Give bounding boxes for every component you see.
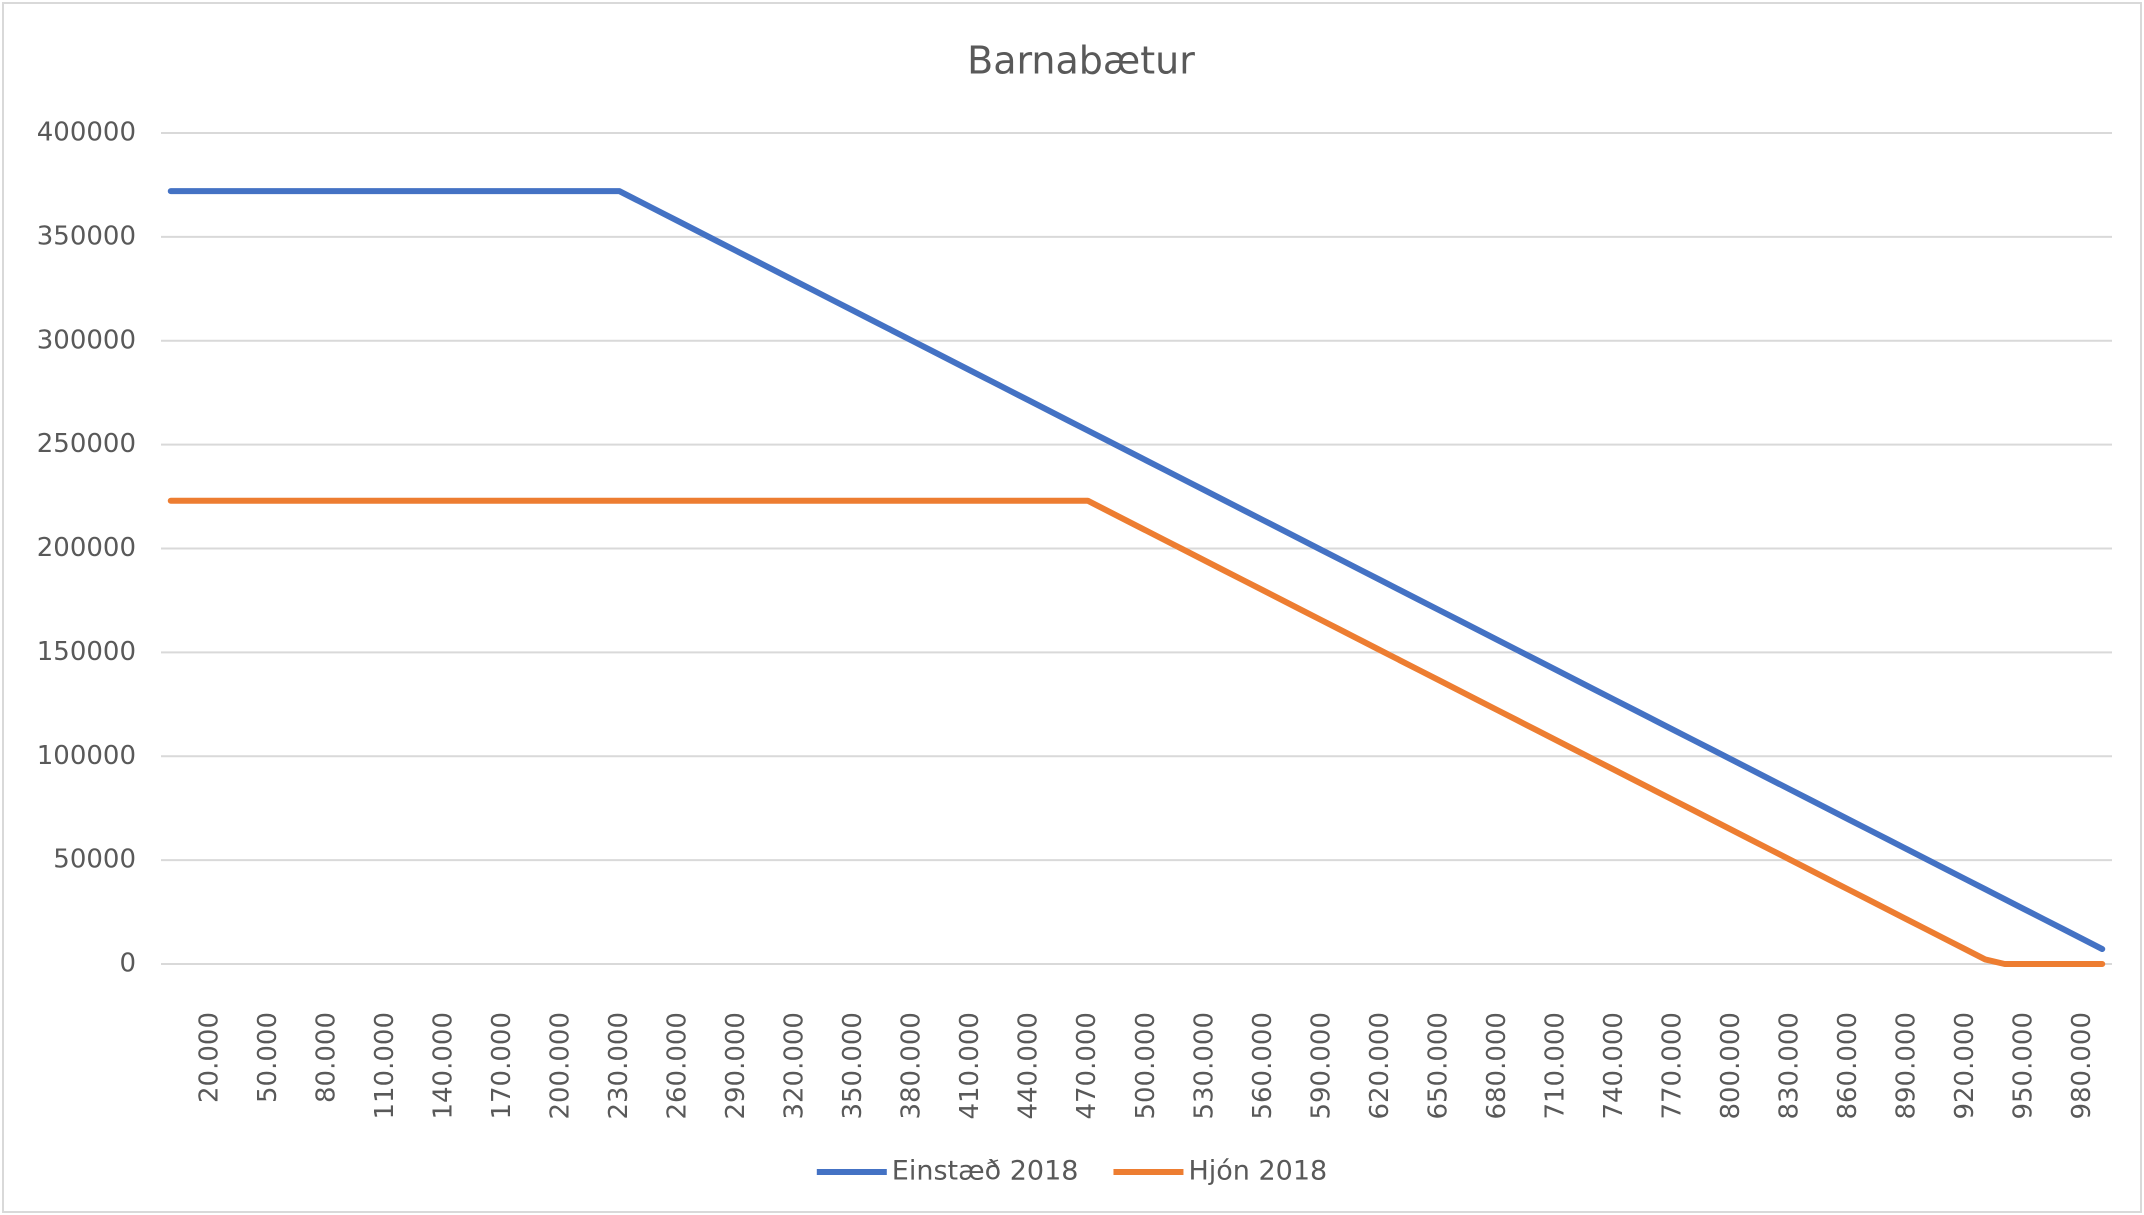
x-tick-label: 890.000 [1892, 1012, 1922, 1120]
x-tick-label: 770.000 [1658, 1012, 1688, 1120]
x-tick-label: 230.000 [604, 1012, 634, 1120]
series-line [167, 188, 2106, 953]
y-tick-label: 200000 [37, 533, 136, 563]
y-tick-label: 300000 [37, 325, 136, 355]
x-tick-label: 50.000 [253, 1012, 283, 1103]
y-tick-label: 150000 [37, 637, 136, 667]
x-tick-label: 260.000 [663, 1012, 693, 1120]
x-tick-label: 500.000 [1131, 1012, 1161, 1120]
x-tick-label: 620.000 [1365, 1012, 1395, 1120]
y-tick-label: 250000 [37, 429, 136, 459]
x-tick-label: 290.000 [721, 1012, 751, 1120]
x-tick-label: 170.000 [487, 1012, 517, 1120]
x-tick-label: 590.000 [1306, 1012, 1336, 1120]
x-tick-label: 470.000 [1072, 1012, 1102, 1120]
x-tick-label: 680.000 [1482, 1012, 1512, 1120]
x-tick-label: 350.000 [838, 1012, 868, 1120]
x-tick-label: 950.000 [2009, 1012, 2039, 1120]
x-tick-label: 110.000 [370, 1012, 400, 1120]
x-tick-label: 530.000 [1189, 1012, 1219, 1120]
x-tick-label: 440.000 [1014, 1012, 1044, 1120]
y-tick-label: 350000 [37, 221, 136, 251]
x-tick-label: 650.000 [1423, 1012, 1453, 1120]
chart-title: Barnabætur [967, 39, 1195, 83]
series-line [167, 497, 2106, 967]
x-tick-label: 860.000 [1833, 1012, 1863, 1120]
x-tick-label: 410.000 [955, 1012, 985, 1120]
x-tick-label: 200.000 [545, 1012, 575, 1120]
x-tick-label: 710.000 [1540, 1012, 1570, 1120]
x-tick-label: 140.000 [428, 1012, 458, 1120]
x-tick-label: 80.000 [311, 1012, 341, 1103]
legend-label: Hjón 2018 [1188, 1156, 1327, 1187]
y-tick-label: 50000 [53, 845, 136, 875]
x-tick-label: 320.000 [780, 1012, 810, 1120]
x-tick-label: 830.000 [1775, 1012, 1805, 1120]
y-tick-label: 400000 [37, 118, 136, 148]
x-tick-label: 980.000 [2067, 1012, 2097, 1120]
x-tick-label: 380.000 [897, 1012, 927, 1120]
x-tick-label: 920.000 [1950, 1012, 1980, 1120]
y-tick-label: 0 [119, 949, 136, 979]
x-tick-label: 740.000 [1599, 1012, 1629, 1120]
x-tick-label: 800.000 [1716, 1012, 1746, 1120]
legend-label: Einstæð 2018 [892, 1156, 1079, 1187]
x-tick-label: 20.000 [194, 1012, 224, 1103]
y-tick-label: 100000 [37, 741, 136, 771]
x-tick-label: 560.000 [1248, 1012, 1278, 1120]
